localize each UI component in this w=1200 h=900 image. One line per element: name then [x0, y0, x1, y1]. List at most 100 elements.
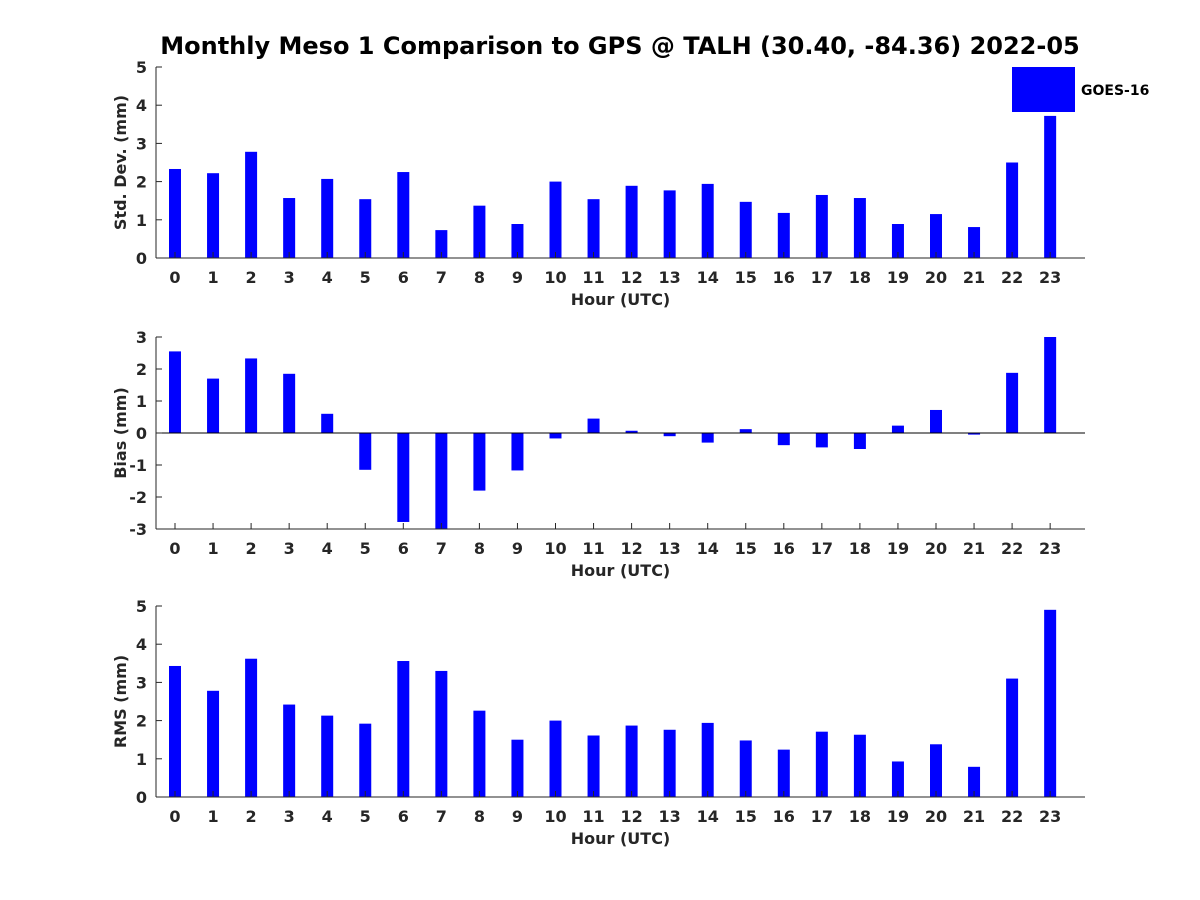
x-tick-label: 13: [659, 807, 681, 826]
x-tick-label: 18: [849, 807, 871, 826]
x-tick-label: 23: [1039, 807, 1061, 826]
bar: [853, 198, 866, 258]
bar: [207, 690, 220, 797]
x-tick-label: 3: [284, 539, 295, 558]
x-tick-label: 13: [659, 268, 681, 287]
y-tick-label: -1: [129, 456, 147, 475]
bar: [777, 433, 790, 446]
legend-swatch: [1012, 67, 1075, 112]
y-tick-label: -3: [129, 520, 147, 539]
x-tick-label: 1: [207, 539, 218, 558]
x-tick-label: 12: [620, 539, 642, 558]
x-tick-label: 12: [620, 807, 642, 826]
y-tick-label: 3: [136, 673, 147, 692]
y-tick-label: 0: [136, 788, 147, 807]
bar: [321, 178, 334, 258]
bar: [245, 658, 258, 797]
bar: [853, 433, 866, 449]
x-tick-label: 12: [620, 268, 642, 287]
bar: [549, 181, 562, 258]
x-tick-label: 5: [360, 268, 371, 287]
x-tick-label: 10: [544, 268, 566, 287]
bar: [891, 224, 904, 258]
bar: [701, 433, 714, 443]
bar: [815, 731, 828, 797]
y-tick-label: 3: [136, 328, 147, 347]
bar: [435, 230, 448, 258]
x-tick-label: 1: [207, 268, 218, 287]
x-tick-label: 9: [512, 268, 523, 287]
y-tick-label: 1: [136, 392, 147, 411]
bar: [1044, 609, 1057, 797]
x-tick-label: 2: [246, 268, 257, 287]
bar: [435, 670, 448, 797]
x-tick-label: 1: [207, 807, 218, 826]
x-tick-label: 21: [963, 807, 985, 826]
bar: [930, 744, 942, 797]
x-tick-label: 19: [887, 268, 909, 287]
x-tick-label: 6: [398, 807, 409, 826]
x-tick-label: 0: [169, 539, 180, 558]
x-tick-label: 7: [436, 268, 447, 287]
x-tick-label: 4: [322, 268, 333, 287]
bar: [777, 212, 790, 258]
x-tick-label: 5: [360, 539, 371, 558]
bar: [473, 433, 486, 491]
bar: [663, 433, 676, 437]
y-axis-label: RMS (mm): [111, 655, 130, 748]
bar: [739, 740, 752, 797]
x-tick-label: 18: [849, 268, 871, 287]
bar: [739, 201, 752, 258]
x-tick-label: 8: [474, 807, 485, 826]
y-tick-label: 1: [136, 211, 147, 230]
bar: [207, 173, 220, 258]
x-tick-label: 8: [474, 268, 485, 287]
x-tick-label: 13: [659, 539, 681, 558]
bar: [397, 172, 410, 258]
chart-title: Monthly Meso 1 Comparison to GPS @ TALH …: [160, 32, 1079, 60]
x-tick-label: 14: [697, 539, 719, 558]
bar: [968, 433, 981, 435]
x-tick-label: 22: [1001, 268, 1023, 287]
x-tick-label: 2: [246, 807, 257, 826]
x-tick-label: 4: [322, 539, 333, 558]
x-tick-label: 15: [735, 539, 757, 558]
bar: [283, 198, 296, 258]
y-tick-label: 3: [136, 134, 147, 153]
y-axis-label: Std. Dev. (mm): [111, 95, 130, 230]
x-tick-label: 6: [398, 268, 409, 287]
bar: [815, 433, 828, 448]
y-tick-label: 5: [136, 58, 147, 77]
x-tick-label: 11: [582, 268, 604, 287]
x-axis-label: Hour (UTC): [571, 829, 671, 848]
bar: [1006, 678, 1019, 797]
x-tick-label: 18: [849, 539, 871, 558]
x-tick-label: 15: [735, 807, 757, 826]
x-tick-label: 9: [512, 539, 523, 558]
bar: [701, 183, 714, 258]
bar: [283, 704, 296, 797]
x-tick-label: 19: [887, 539, 909, 558]
x-tick-label: 7: [436, 807, 447, 826]
bar: [968, 766, 981, 797]
bar: [891, 425, 904, 433]
x-tick-label: 3: [284, 268, 295, 287]
y-tick-label: 0: [136, 249, 147, 268]
x-tick-label: 8: [474, 539, 485, 558]
bar: [663, 190, 676, 258]
x-tick-label: 20: [925, 807, 947, 826]
bar: [587, 199, 600, 258]
bar: [549, 720, 562, 797]
bar: [625, 430, 638, 433]
x-tick-label: 19: [887, 807, 909, 826]
x-tick-label: 6: [398, 539, 409, 558]
y-tick-label: 2: [136, 173, 147, 192]
x-tick-label: 7: [436, 539, 447, 558]
x-tick-label: 10: [544, 539, 566, 558]
x-tick-label: 5: [360, 807, 371, 826]
bar: [359, 433, 372, 470]
bar: [321, 715, 334, 797]
bar: [663, 729, 676, 797]
bar: [359, 199, 372, 258]
